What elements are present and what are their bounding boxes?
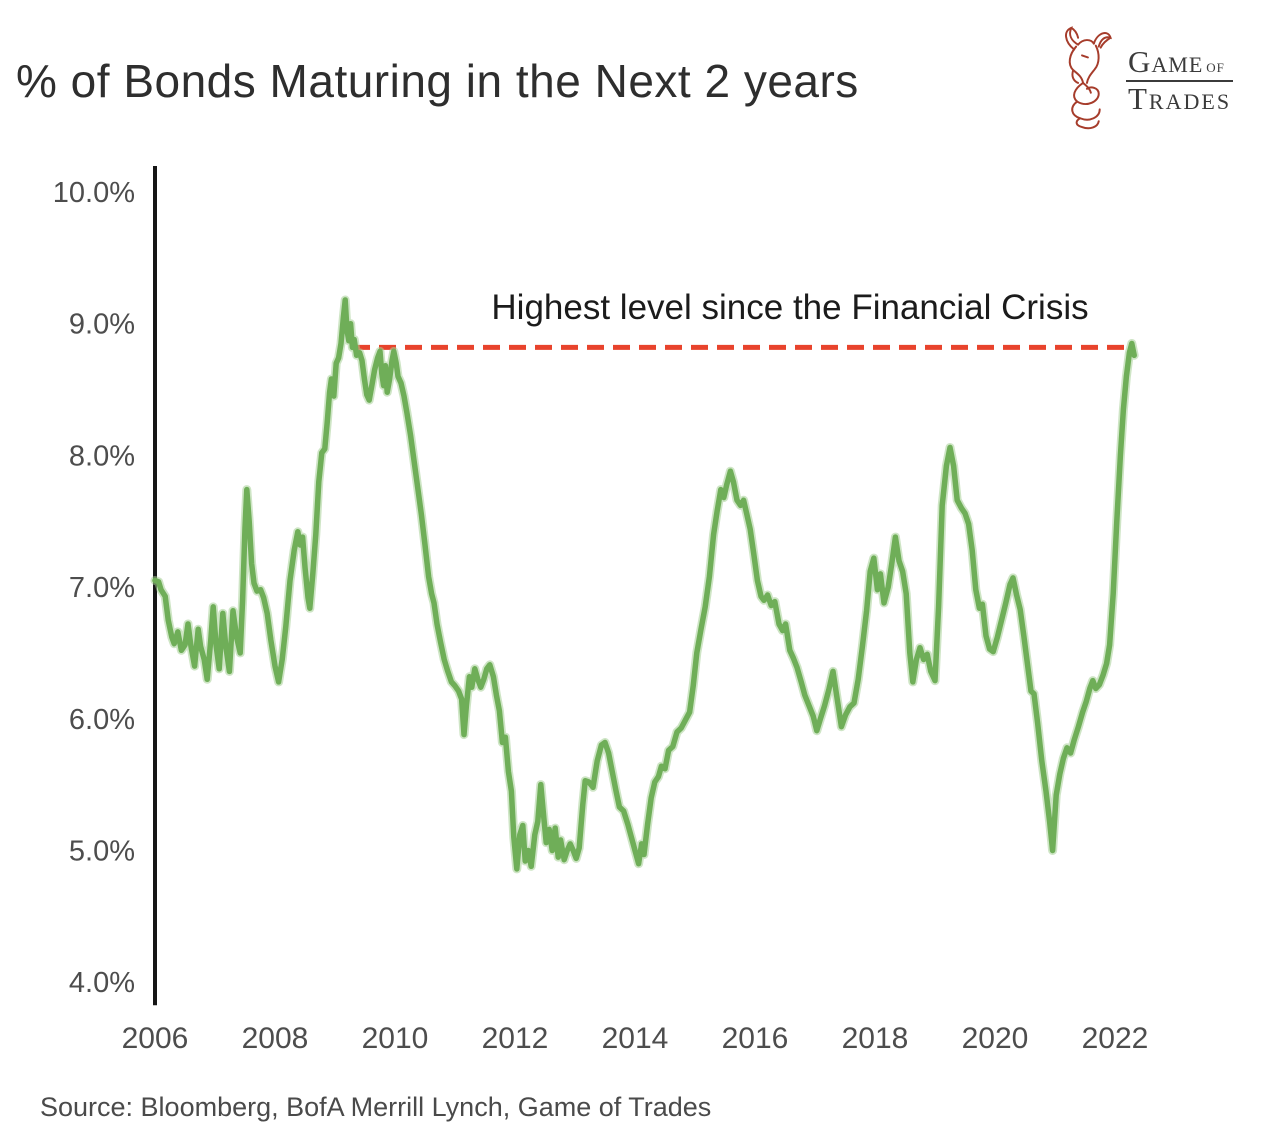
y-tick-label: 4.0%: [69, 967, 135, 999]
brand-name-of: of: [1206, 56, 1225, 76]
brand-logo: Game of Trades: [1048, 24, 1234, 132]
brand-name-bottom: Trades: [1126, 80, 1234, 116]
series-line-halo: [150, 295, 1139, 874]
x-tick-label: 2008: [242, 1022, 309, 1055]
bull-sketch-icon: [1065, 26, 1112, 130]
x-tick-label: 2022: [1082, 1022, 1149, 1055]
x-tick-label: 2016: [722, 1022, 789, 1055]
x-tick-label: 2020: [962, 1022, 1029, 1055]
x-tick-label: 2018: [842, 1022, 909, 1055]
annotation-label: Highest level since the Financial Crisis: [491, 288, 1089, 327]
series-line: [152, 297, 1137, 872]
x-tick-label: 2012: [482, 1022, 549, 1055]
y-tick-label: 7.0%: [69, 572, 135, 604]
y-tick-label: 6.0%: [69, 704, 135, 736]
brand-logo-text: Game of Trades: [1126, 44, 1234, 116]
y-tick-label: 5.0%: [69, 836, 135, 868]
source-note: Source: Bloomberg, BofA Merrill Lynch, G…: [40, 1092, 712, 1122]
y-tick-label: 9.0%: [69, 309, 135, 341]
y-tick-label: 10.0%: [53, 177, 135, 209]
x-tick-label: 2006: [122, 1022, 189, 1055]
x-tick-label: 2014: [602, 1022, 669, 1055]
brand-name-top: Game of: [1128, 44, 1225, 79]
x-tick-label: 2010: [362, 1022, 429, 1055]
page-title: % of Bonds Maturing in the Next 2 years: [16, 55, 859, 107]
y-tick-label: 8.0%: [69, 440, 135, 472]
